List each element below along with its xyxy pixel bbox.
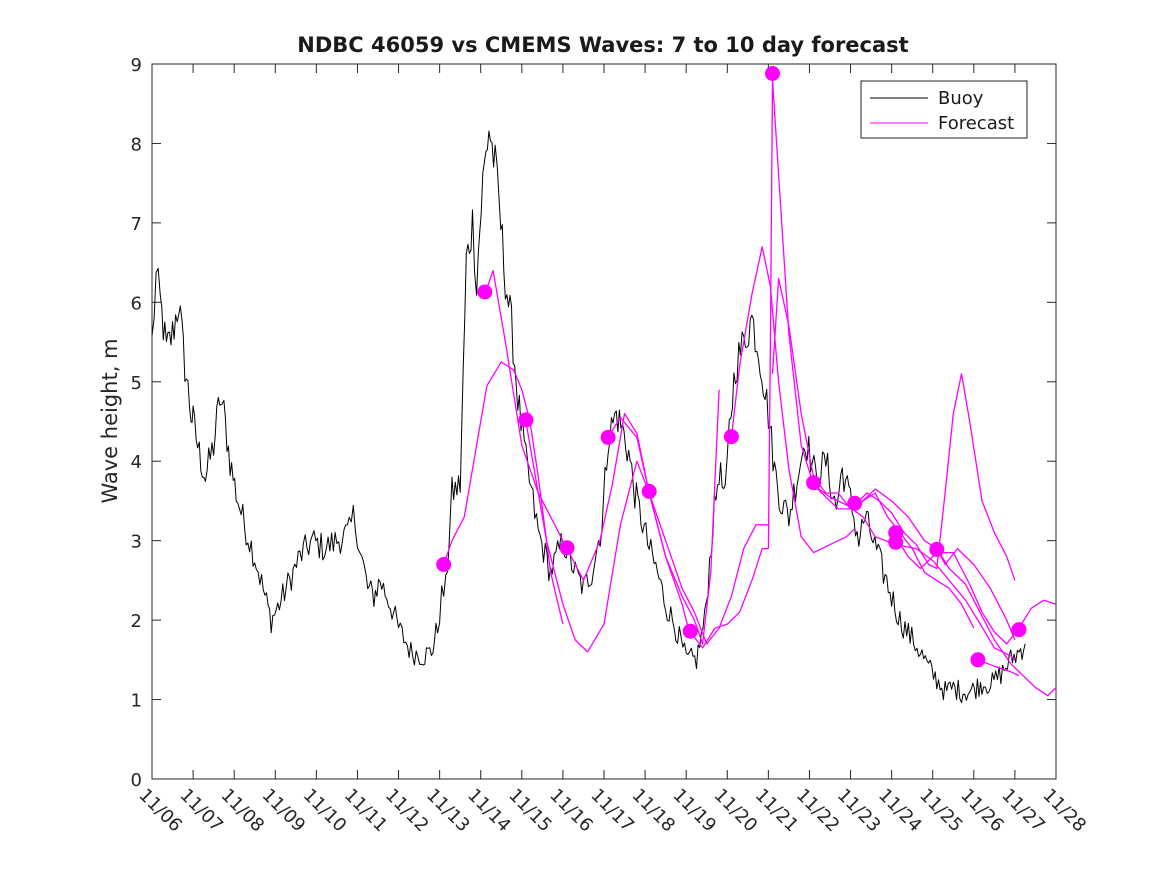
forecast-marker bbox=[682, 623, 698, 639]
y-tick-label: 5 bbox=[131, 373, 142, 394]
forecast-line bbox=[895, 536, 1057, 645]
forecast-line bbox=[607, 389, 720, 645]
forecast-marker bbox=[477, 284, 493, 300]
forecast-line bbox=[443, 361, 564, 625]
forecast-line bbox=[566, 412, 691, 637]
legend-box bbox=[860, 80, 1028, 139]
forecast-line bbox=[771, 277, 975, 629]
forecast-marker bbox=[559, 540, 575, 556]
y-tick-label: 4 bbox=[131, 452, 142, 473]
buoy-series bbox=[151, 130, 1026, 704]
forecast-line bbox=[936, 548, 1057, 697]
forecast-marker bbox=[929, 541, 945, 557]
y-tick-label: 9 bbox=[131, 55, 142, 76]
forecast-marker bbox=[1011, 622, 1027, 638]
y-tick-label: 7 bbox=[131, 214, 142, 235]
forecast-line bbox=[730, 246, 856, 554]
y-axis-label: Wave height, m bbox=[98, 338, 122, 503]
forecast-line bbox=[648, 492, 769, 645]
forecast-series bbox=[443, 79, 1057, 697]
forecast-marker bbox=[600, 429, 616, 445]
forecast-line bbox=[854, 373, 1016, 581]
y-tick-label: 1 bbox=[131, 691, 142, 712]
forecast-marker bbox=[765, 66, 780, 81]
legend-label-forecast: Forecast bbox=[938, 113, 1014, 134]
forecast-line bbox=[977, 659, 1020, 677]
y-axis-ticks: 0 1 2 3 4 5 6 7 8 9 bbox=[131, 55, 1056, 791]
forecast-line bbox=[525, 421, 650, 653]
forecast-line bbox=[484, 269, 564, 541]
forecast-marker bbox=[970, 652, 986, 668]
y-tick-label: 3 bbox=[131, 532, 142, 553]
forecast-line bbox=[767, 79, 1016, 661]
y-tick-label: 8 bbox=[131, 134, 142, 155]
chart-title: NDBC 46059 vs CMEMS Waves: 7 to 10 day f… bbox=[297, 33, 908, 57]
forecast-marker bbox=[641, 483, 657, 499]
legend-label-buoy: Buoy bbox=[938, 88, 984, 109]
forecast-marker bbox=[847, 495, 863, 511]
y-tick-label: 6 bbox=[131, 293, 142, 314]
forecast-marker bbox=[436, 557, 452, 572]
y-tick-label: 0 bbox=[131, 770, 142, 791]
forecast-line bbox=[813, 484, 1016, 641]
forecast-markers bbox=[436, 66, 1027, 668]
y-tick-label: 2 bbox=[131, 611, 142, 632]
legend: Buoy Forecast bbox=[860, 80, 1028, 139]
buoy-line bbox=[151, 130, 1026, 704]
forecast-marker bbox=[723, 429, 739, 445]
forecast-marker bbox=[888, 534, 904, 550]
forecast-marker bbox=[806, 475, 822, 491]
forecast-line bbox=[689, 547, 769, 649]
forecast-marker bbox=[518, 412, 534, 428]
